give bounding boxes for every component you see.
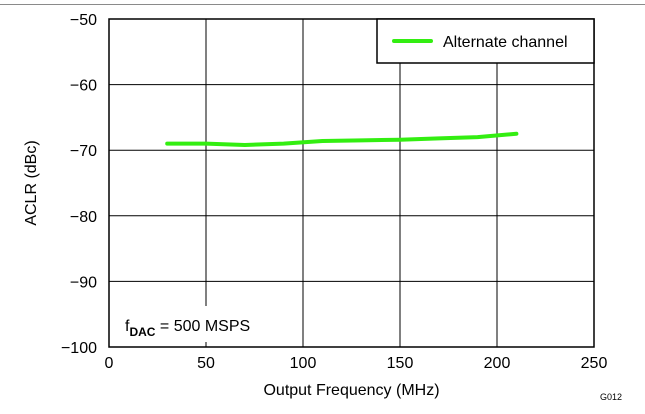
y-tick-label: −60	[70, 78, 97, 95]
y-axis-label: ACLR (dBc)	[23, 140, 40, 225]
y-tick-label: −50	[70, 12, 97, 29]
y-tick-labels: −50 −60 −70 −80 −90 −100	[61, 12, 97, 357]
plot-frame	[108, 18, 595, 348]
annotation-prefix: f	[125, 318, 130, 335]
fdac-annotation: fDAC = 500 MSPS	[125, 318, 250, 339]
y-tick-label: −100	[61, 340, 97, 357]
x-axis-label: Output Frequency (MHz)	[263, 382, 439, 399]
x-tick-label: 50	[197, 355, 215, 372]
series-line-alternate-channel	[165, 131, 519, 147]
x-tick-label: 0	[105, 355, 114, 372]
annotation-background	[121, 306, 275, 342]
x-tick-label: 150	[387, 355, 414, 372]
top-rule	[0, 4, 645, 5]
grid-lines	[109, 19, 594, 347]
x-tick-label: 200	[484, 355, 511, 372]
y-tick-label: −70	[70, 143, 97, 160]
y-tick-label: −80	[70, 209, 97, 226]
x-tick-labels: 0 50 100 150 200 250	[105, 355, 608, 372]
x-tick-label: 250	[581, 355, 608, 372]
annotation-text: = 500 MSPS	[155, 318, 250, 335]
legend-label-alternate-channel: Alternate channel	[443, 34, 568, 51]
annotation-subscript: DAC	[129, 325, 155, 339]
series-layer	[165, 131, 519, 147]
x-tick-label: 100	[290, 355, 317, 372]
legend: Alternate channel	[376, 18, 595, 64]
figure-id: G012	[600, 392, 622, 402]
y-tick-label: −90	[70, 274, 97, 291]
